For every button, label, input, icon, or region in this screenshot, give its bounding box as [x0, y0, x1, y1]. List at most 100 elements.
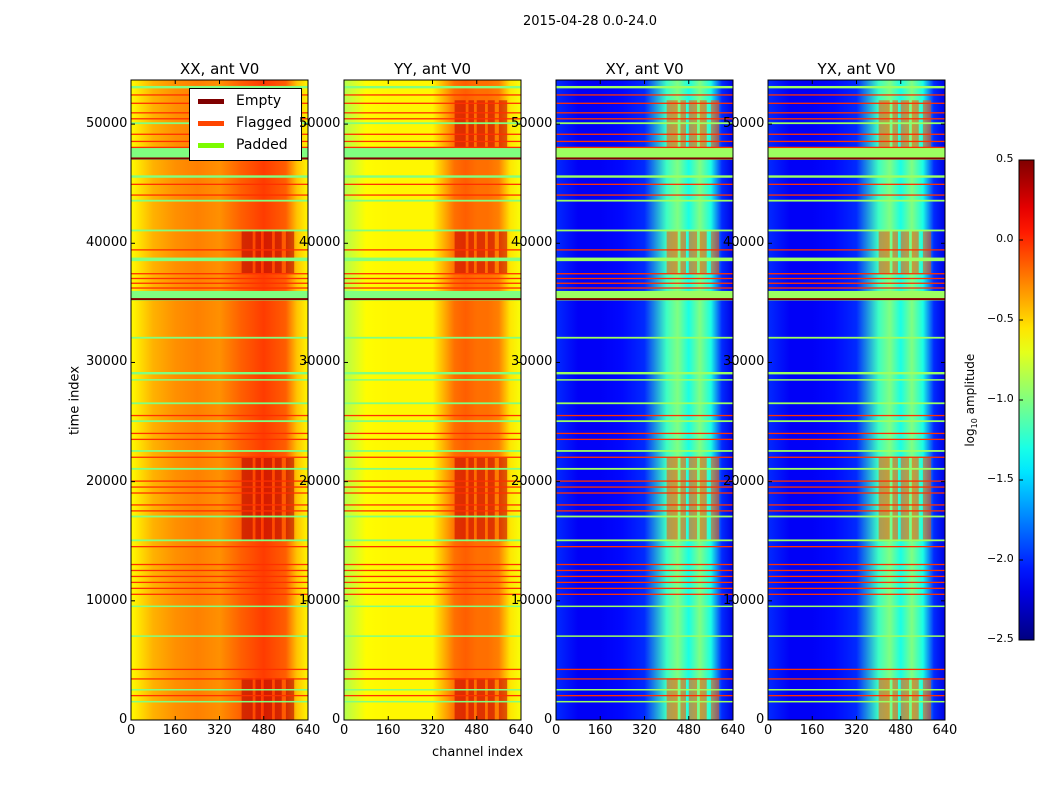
legend-label-empty: Empty: [236, 93, 282, 109]
hot-block: [468, 678, 474, 720]
hot-block: [878, 457, 890, 542]
x-tick-label: 640: [295, 723, 321, 738]
flagged-row: [768, 678, 945, 680]
padded-row: [344, 175, 521, 178]
flagged-row: [556, 581, 733, 584]
hot-block: [487, 457, 495, 542]
y-tick-label: 50000: [299, 116, 341, 132]
hot-block: [922, 457, 932, 542]
padded-row: [768, 336, 945, 339]
flagged-row: [768, 102, 945, 104]
panel-title: XX, ant V0: [180, 60, 260, 78]
y-tick-label: 40000: [299, 235, 341, 251]
x-tick-label: 640: [932, 723, 958, 738]
flagged-row: [768, 94, 945, 96]
flagged-row: [344, 492, 521, 494]
padded-row: [131, 539, 308, 542]
flagged-row: [768, 183, 945, 185]
flagged-row: [556, 414, 733, 417]
padded-row: [768, 290, 945, 301]
flagged-row: [344, 504, 521, 506]
padded-row: [344, 85, 521, 89]
padded-row: [131, 379, 308, 381]
hot-block: [900, 231, 910, 274]
hot-block: [878, 231, 890, 274]
padded-row: [344, 450, 521, 452]
y-tick-label: 0: [544, 712, 553, 727]
padded-row: [344, 336, 521, 339]
flagged-row: [556, 249, 733, 251]
colorbar-tick-label: 0.0: [996, 232, 1014, 245]
hot-block: [710, 231, 720, 274]
y-tick-label: 30000: [299, 354, 341, 370]
y-tick-label: 50000: [86, 116, 128, 132]
flagged-row: [768, 486, 945, 488]
hot-block: [454, 678, 466, 720]
colorbar-label-sub: 10: [970, 418, 980, 429]
flagged-row: [768, 587, 945, 590]
hot-block: [688, 678, 698, 720]
padded-row: [131, 290, 308, 301]
flagged-row: [768, 694, 945, 697]
colorbar-tick-label: −1.0: [987, 392, 1014, 405]
hot-block: [666, 457, 678, 542]
flagged-row: [344, 438, 521, 441]
flagged-row: [344, 194, 521, 196]
colorbar-label-log: log: [962, 428, 977, 447]
flagged-row: [556, 287, 733, 289]
hot-block: [710, 457, 720, 542]
hot-block: [498, 678, 508, 720]
flagged-row: [131, 545, 308, 548]
flagged-row: [556, 146, 733, 149]
flagged-row: [131, 432, 308, 435]
hot-block: [699, 457, 707, 542]
y-tick-label: 10000: [299, 592, 341, 608]
flagged-row: [344, 94, 521, 96]
flagged-row: [556, 273, 733, 275]
padded-row: [768, 700, 945, 703]
flagged-row: [768, 118, 945, 120]
hot-block: [487, 678, 495, 720]
padded-row: [556, 467, 733, 470]
y-tick-label: 0: [119, 712, 128, 727]
padded-row: [131, 371, 308, 375]
hot-block: [241, 231, 253, 274]
flagged-row: [131, 694, 308, 697]
flagged-row: [131, 194, 308, 196]
padded-row: [131, 689, 308, 691]
flagged-row: [344, 277, 521, 280]
hot-block: [241, 678, 253, 720]
figure-title: 2015-04-28 0.0-24.0: [523, 14, 657, 29]
flagged-row: [344, 575, 521, 578]
flagged-row: [556, 118, 733, 120]
x-tick-label: 640: [508, 723, 534, 738]
flagged-row: [131, 510, 308, 512]
heatmap-background: [556, 80, 733, 720]
padded-row: [768, 539, 945, 542]
hot-block: [241, 457, 253, 542]
hot-block: [487, 231, 495, 274]
flagged-row: [768, 140, 945, 143]
hot-block: [922, 231, 932, 274]
flagged-row: [556, 432, 733, 435]
panel-title: YY, ant V0: [394, 60, 472, 78]
flagged-row: [768, 581, 945, 584]
padded-row: [131, 257, 308, 262]
empty-row: [768, 298, 945, 301]
flagged-row: [344, 480, 521, 482]
flagged-row: [768, 438, 945, 441]
empty-row: [768, 157, 945, 160]
empty-row: [556, 298, 733, 301]
y-tick-label: 30000: [511, 354, 553, 370]
padded-row: [131, 605, 308, 608]
padded-row: [556, 450, 733, 452]
padded-row: [768, 689, 945, 691]
padded-row: [344, 257, 521, 262]
legend-swatch-padded: [198, 142, 224, 148]
legend: Empty Flagged Padded: [189, 88, 302, 161]
legend-swatch-flagged: [198, 120, 224, 126]
hot-block: [274, 457, 282, 542]
hot-block: [476, 231, 486, 274]
padded-row: [131, 420, 308, 423]
y-tick-label: 0: [756, 712, 765, 727]
